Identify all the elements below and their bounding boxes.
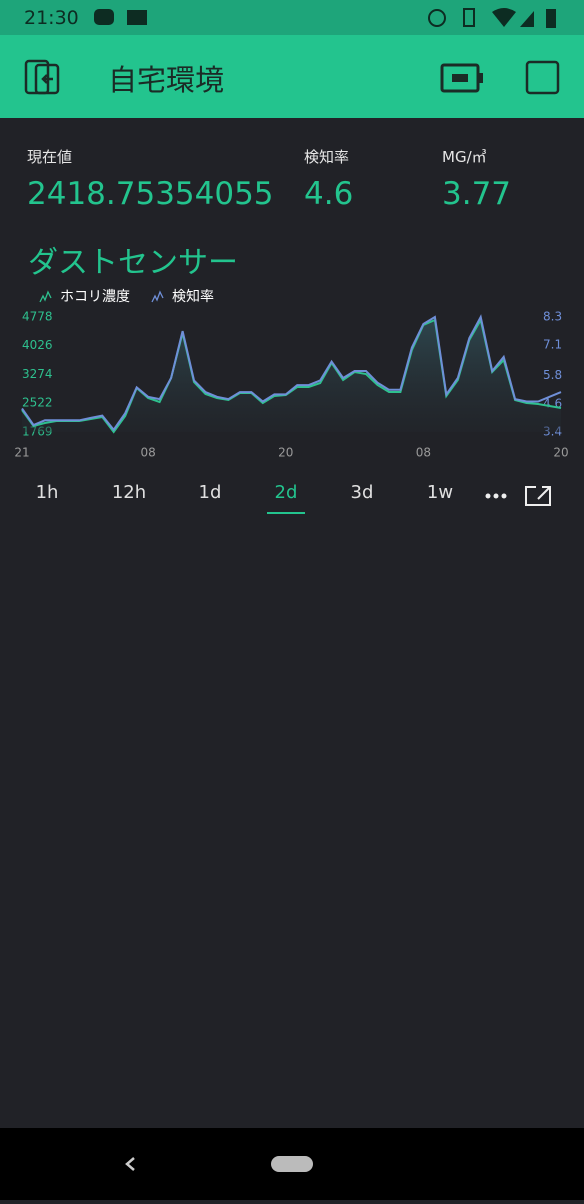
time-range-tab[interactable]: 3d (350, 482, 374, 503)
display-value: 4.6 (304, 176, 354, 212)
legend-label: ホコリ濃度 (60, 289, 130, 305)
x-tick-label: 08 (416, 446, 431, 460)
time-range-tab[interactable]: 1w (426, 482, 454, 503)
display-label: 現在値 (27, 148, 73, 166)
nav-bar (0, 1128, 584, 1200)
screen-title: 自宅環境 (108, 63, 225, 97)
time-range-tab[interactable]: 1h (35, 482, 59, 503)
legend-label: 検知率 (172, 288, 214, 305)
chart: ダストセンサー ホコリ濃度検知率176925223274402647783.44… (14, 246, 568, 460)
y-tick-label: 4026 (22, 338, 53, 352)
back-button[interactable] (24, 59, 60, 95)
selected-tab-underline (267, 512, 305, 514)
legend-icon (151, 290, 164, 303)
x-tick-label: 20 (278, 446, 293, 460)
x-tick-label: 20 (553, 446, 568, 460)
chart-title: ダストセンサー (28, 246, 238, 281)
area (22, 320, 561, 432)
status-bar: 21:30 (0, 0, 584, 35)
clock: 21:30 (24, 7, 79, 29)
fullscreen-button[interactable] (525, 486, 551, 506)
legend-icon (39, 290, 52, 303)
nav-icons (125, 1156, 313, 1172)
time-range-tab[interactable]: 12h (111, 482, 147, 503)
y2-tick-label: 8.3 (543, 310, 562, 324)
series-line (21, 314, 562, 432)
nav-back[interactable] (125, 1157, 135, 1171)
display-label: MG/㎥ (442, 148, 487, 166)
device-button[interactable] (440, 63, 483, 93)
y-tick-label: 3274 (22, 367, 53, 381)
status-icons (94, 8, 556, 28)
display-value: 2418.75354055 (27, 176, 274, 212)
y-tick-label: 2522 (22, 396, 53, 410)
nav-home[interactable] (271, 1156, 313, 1172)
y-tick-label: 4778 (22, 310, 53, 324)
y2-tick-label: 7.1 (543, 338, 562, 352)
x-tick-label: 08 (141, 446, 156, 460)
time-range-tab[interactable]: 2d (274, 482, 298, 503)
time-range-tab[interactable]: 1d (198, 482, 222, 503)
x-tick-label: 21 (14, 446, 29, 460)
menu-button[interactable] (525, 60, 560, 95)
more-button[interactable] (485, 493, 507, 499)
header-icons (24, 59, 560, 95)
display-label: 検知率 (304, 148, 350, 166)
display-value: 3.77 (442, 176, 512, 212)
app-header: 自宅環境 (0, 35, 584, 118)
chart-actions (485, 486, 551, 506)
y2-tick-label: 5.8 (543, 368, 562, 382)
